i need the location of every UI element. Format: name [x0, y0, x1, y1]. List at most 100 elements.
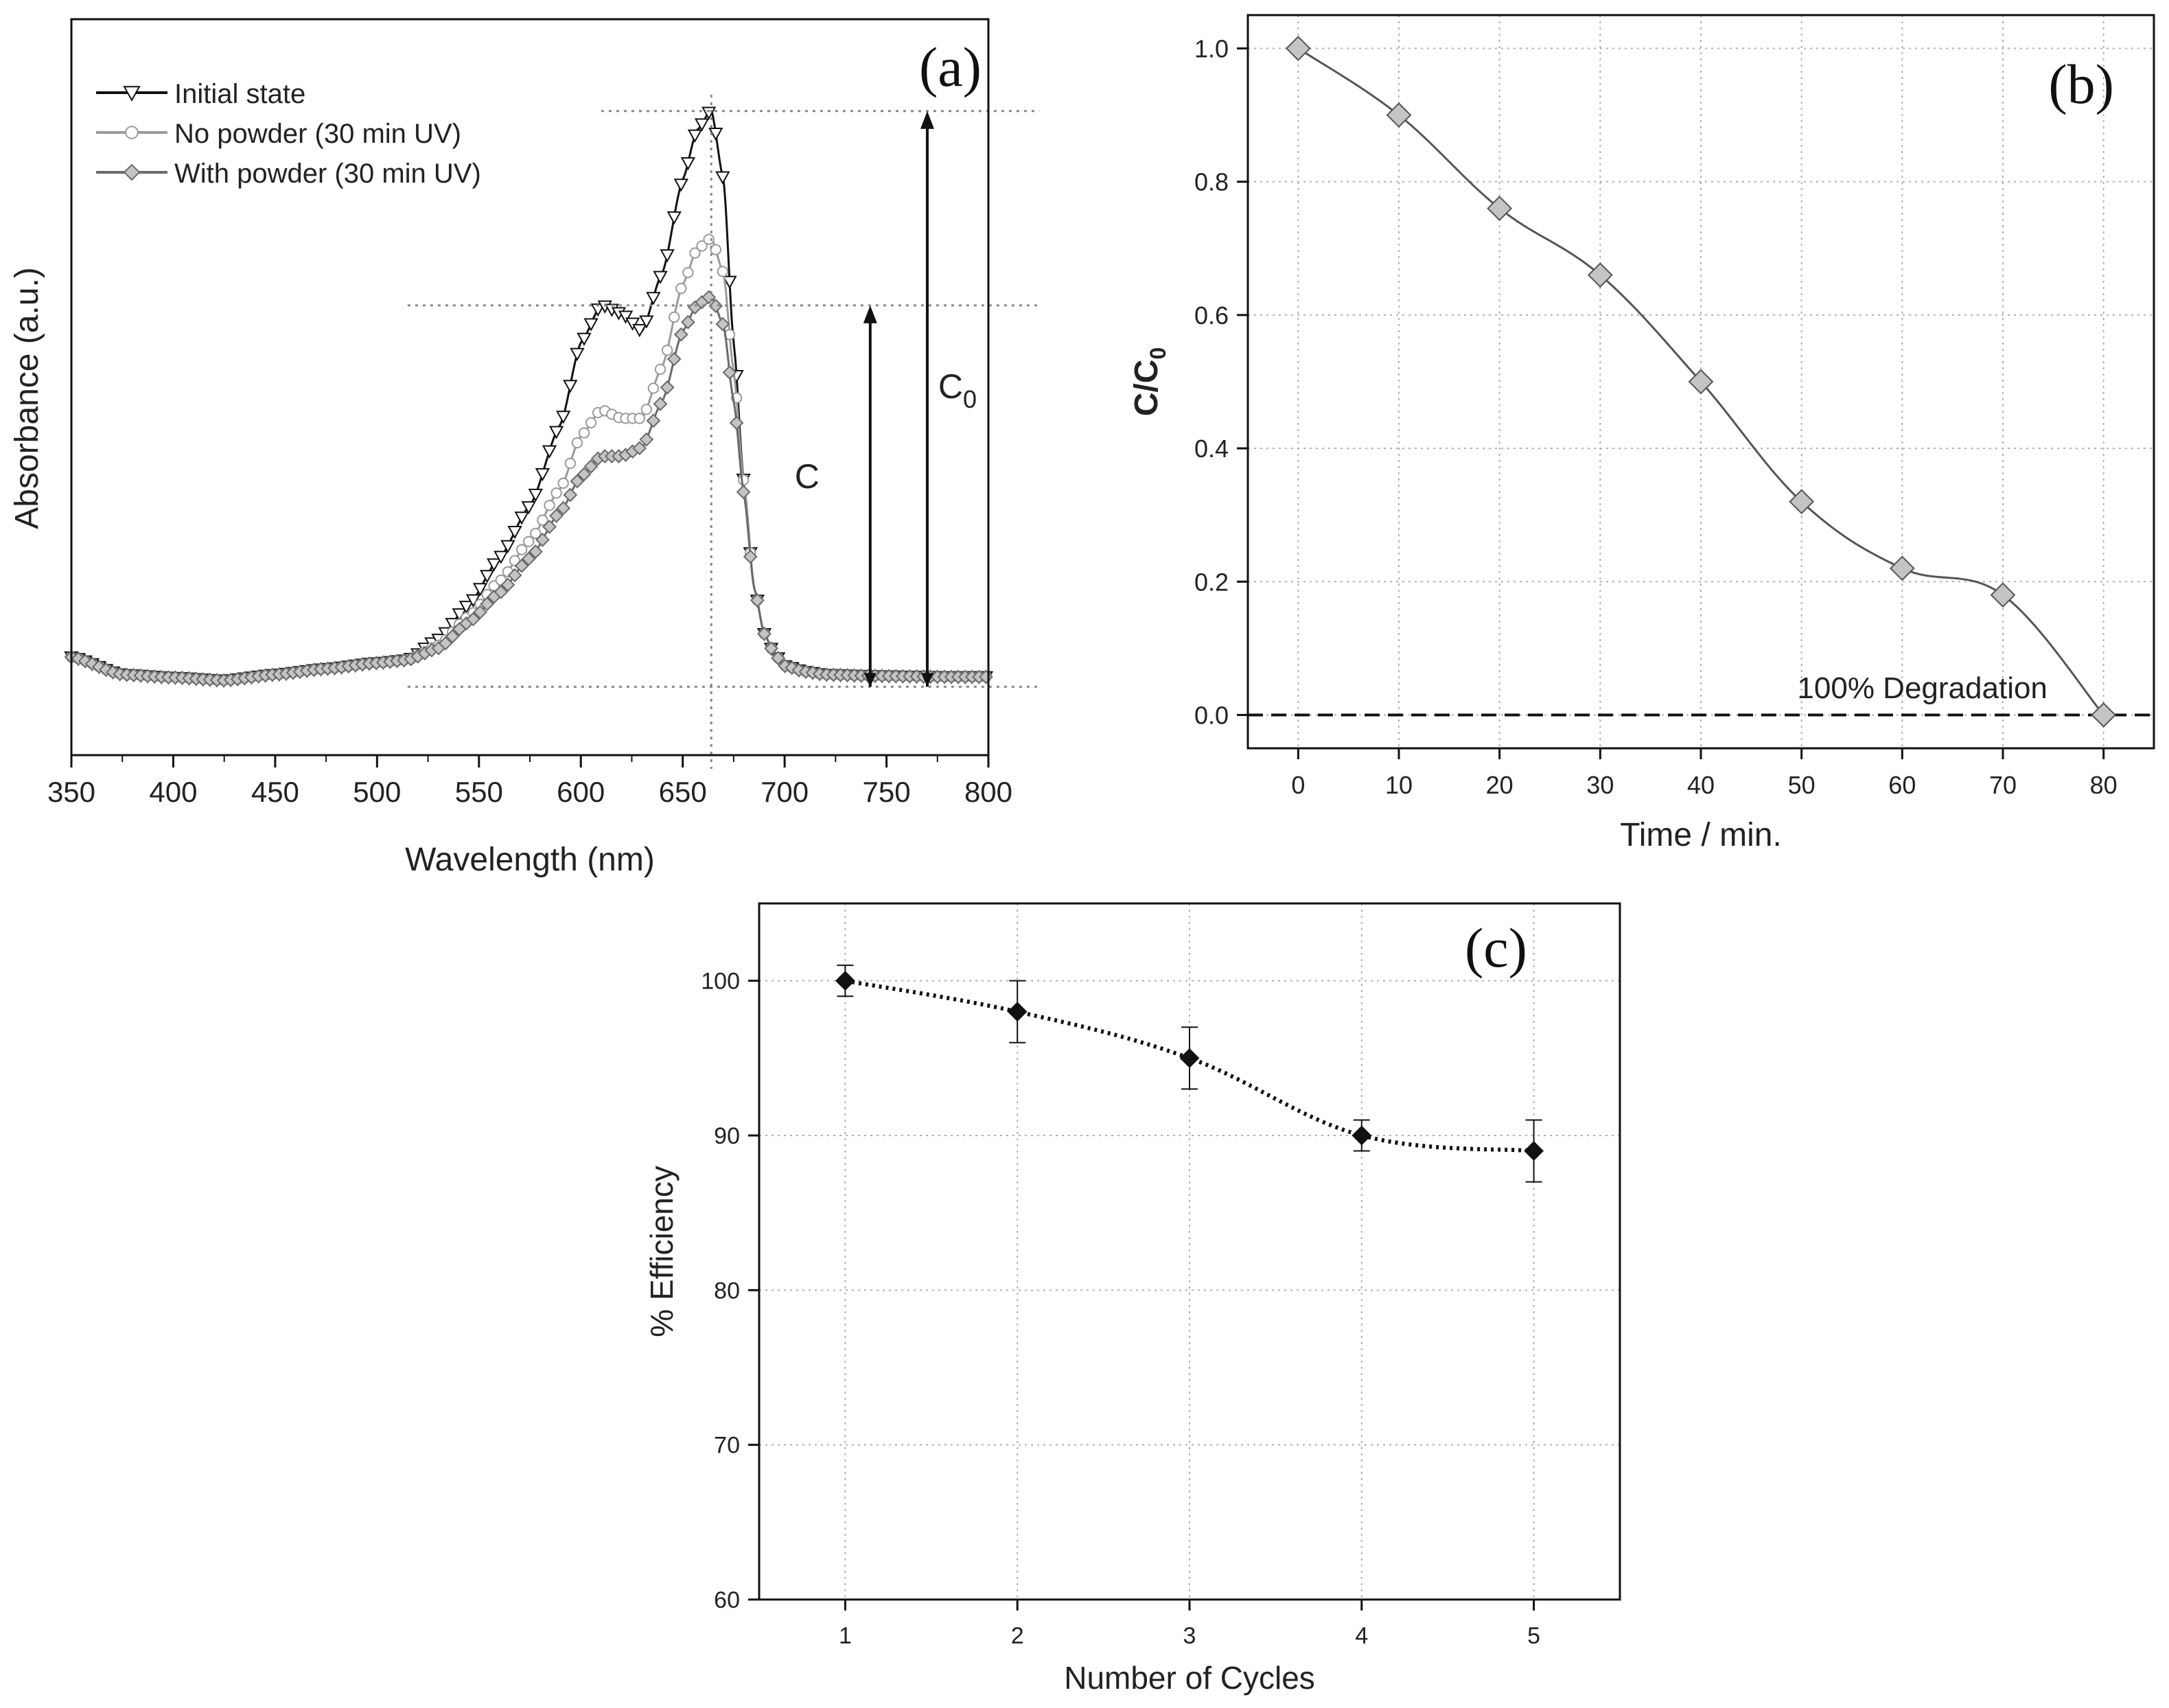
- x-tick-label: 700: [761, 776, 809, 808]
- x-tick-label: 800: [964, 776, 1012, 808]
- series-0-marker: [639, 315, 654, 329]
- c0-label-subscript: 0: [963, 385, 977, 413]
- panel-b-degradation-annotation: 100% Degradation: [1797, 671, 2047, 705]
- c0-label: C0: [938, 367, 977, 413]
- series-0-marker: [687, 129, 703, 143]
- series-0-marker: [570, 347, 585, 362]
- series-0-marker: [535, 468, 550, 482]
- series-1-marker: [550, 487, 562, 499]
- panel-b-y-axis-title: C/C0: [1128, 347, 1170, 416]
- c0-label-main: C: [938, 367, 963, 406]
- series-1-marker: [689, 247, 701, 259]
- series-2-marker: [639, 432, 654, 447]
- series-0-marker: [542, 445, 557, 459]
- series-0-marker: [459, 601, 474, 614]
- x-tick-label: 10: [1385, 771, 1413, 799]
- panel-c-label: (c): [1465, 916, 1527, 979]
- data-point-1: [1007, 1002, 1028, 1022]
- series-1-marker: [661, 345, 673, 356]
- series-2-marker: [507, 568, 522, 583]
- series-2-marker: [750, 592, 765, 608]
- series-2-marker: [764, 641, 778, 656]
- series-2-marker: [521, 551, 536, 566]
- data-point-4: [1688, 369, 1714, 395]
- series-0-marker: [708, 127, 723, 141]
- efficiency-curve: [844, 978, 1534, 1153]
- series-1-marker: [717, 266, 729, 277]
- series-0-marker: [632, 324, 647, 338]
- legend-marker-0: [123, 86, 141, 102]
- series-1: [65, 233, 992, 686]
- series-2-marker: [708, 299, 723, 314]
- series-0-marker: [563, 380, 578, 393]
- series-2-marker: [542, 519, 557, 534]
- series-2-marker: [673, 327, 688, 342]
- series-2-marker: [494, 584, 509, 599]
- series-2-marker: [99, 662, 113, 677]
- series-1-marker: [578, 427, 590, 439]
- series-0-marker: [555, 411, 571, 424]
- series-2-marker: [757, 626, 772, 641]
- series-0-marker: [590, 303, 605, 317]
- series-1-marker: [544, 500, 555, 511]
- series-2-marker: [736, 485, 751, 500]
- series-0: [64, 106, 994, 689]
- legend-entry-1: No powder (30 min UV): [174, 119, 461, 149]
- x-tick-label: 3: [1183, 1623, 1196, 1649]
- series-0-marker: [507, 525, 522, 540]
- series-0-marker: [548, 426, 564, 439]
- series-1-line: [71, 236, 988, 682]
- series-0-marker: [494, 551, 509, 564]
- x-tick-label: 450: [251, 776, 299, 808]
- series-0-marker: [660, 249, 675, 263]
- data-point-2: [1487, 196, 1513, 221]
- series-0-marker: [472, 583, 488, 597]
- y-tick-label: 0.4: [1194, 435, 1229, 463]
- series-0-marker: [618, 310, 634, 324]
- series-1-marker: [515, 544, 528, 555]
- series-2-marker: [445, 629, 460, 644]
- x-tick-label: 400: [149, 776, 197, 808]
- data-point-5: [1789, 489, 1815, 515]
- series-2-marker: [84, 656, 100, 671]
- legend-marker-2: [123, 163, 141, 181]
- series-2-marker: [785, 660, 800, 676]
- x-tick-label: 4: [1355, 1623, 1368, 1649]
- series-0-marker: [577, 332, 592, 346]
- series-2-marker: [473, 605, 487, 620]
- data-point-0: [1285, 36, 1311, 61]
- series-2-marker: [743, 549, 758, 564]
- x-tick-label: 550: [455, 776, 503, 808]
- series-2-marker: [91, 659, 106, 674]
- x-tick-label: 750: [863, 776, 911, 808]
- x-tick-label: 2: [1011, 1623, 1024, 1649]
- panel-b-y-axis-title-main: C/C: [1128, 360, 1165, 417]
- series-0-marker: [625, 317, 640, 331]
- c0-arrow-tail: [920, 673, 933, 687]
- series-1-marker: [696, 240, 708, 252]
- data-point-1: [1386, 102, 1412, 128]
- c0-arrow-head: [920, 111, 934, 129]
- x-tick-label: 20: [1486, 771, 1513, 799]
- series-0-marker: [521, 501, 536, 515]
- series-2-marker: [653, 396, 668, 411]
- series-1-marker: [682, 266, 694, 279]
- x-tick-label: 60: [1888, 771, 1916, 799]
- series-2-line: [71, 295, 988, 682]
- series-2-marker: [71, 651, 86, 666]
- x-tick-label: 70: [1989, 771, 2017, 799]
- series-0-marker: [479, 570, 495, 584]
- series-2-marker: [577, 467, 592, 482]
- data-point-3: [1587, 262, 1613, 288]
- y-tick-label: 1.0: [1194, 35, 1229, 63]
- x-tick-label: 0: [1291, 771, 1305, 799]
- data-point-6: [1889, 555, 1915, 581]
- panel-a-legend: Initial state No powder (30 min UV) With p…: [96, 79, 481, 189]
- series-2-marker: [570, 474, 585, 489]
- x-tick-label: 500: [353, 776, 401, 808]
- panel-c-y-axis-title: % Efficiency: [644, 1166, 680, 1337]
- series-0-line: [71, 108, 988, 682]
- data-point-8: [2091, 702, 2117, 728]
- series-2-marker: [480, 597, 495, 612]
